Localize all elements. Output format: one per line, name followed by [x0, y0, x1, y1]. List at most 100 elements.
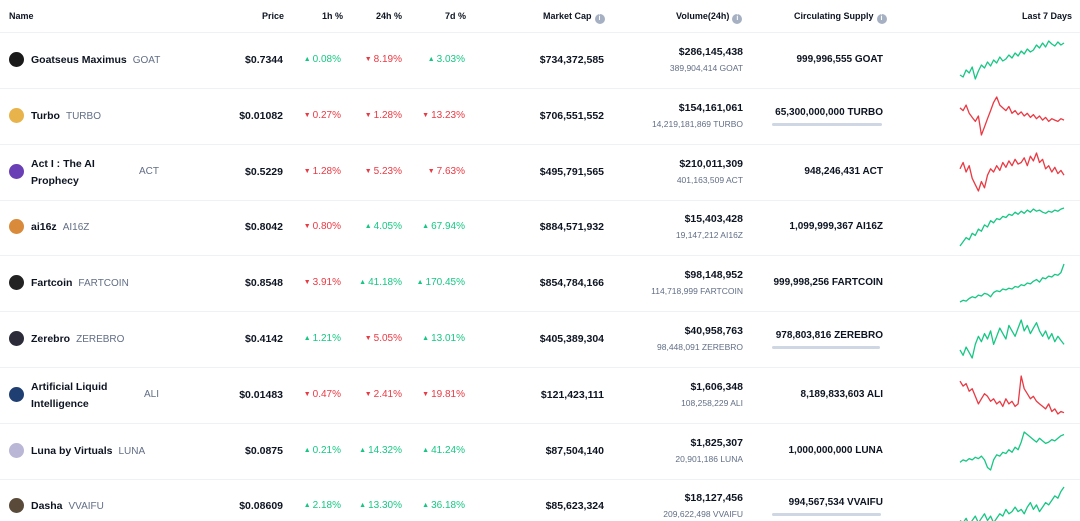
- price[interactable]: $0.7344: [245, 54, 283, 66]
- volume-coin: 20,901,186 LUNA: [675, 453, 743, 464]
- coin-symbol[interactable]: AI16Z: [62, 222, 90, 234]
- header-24h[interactable]: 24h %: [376, 11, 403, 21]
- coin-name[interactable]: Goatseus Maximus: [31, 54, 127, 66]
- sparkline-path: [959, 375, 1065, 415]
- coin-name-cell[interactable]: ai16z AI16Z: [31, 221, 89, 233]
- volume-usd[interactable]: $210,011,309: [679, 157, 743, 170]
- coin-symbol[interactable]: VVAIFU: [68, 501, 104, 513]
- sparkline-path: [959, 430, 1065, 471]
- table-row[interactable]: Turbo TURBO $0.01082 ▼ 0.27% ▼ 1.28% ▼ 13.23% $70…: [0, 89, 1080, 145]
- table-row[interactable]: ai16z AI16Z $0.8042 ▼ 0.80% ▲ 4.05% ▲ 67.94% $884…: [0, 200, 1080, 257]
- change-h24: ▲ 4.05%: [365, 221, 402, 232]
- coin-name-cell[interactable]: Goatseus Maximus GOAT: [31, 54, 160, 66]
- header-supply-label[interactable]: Circulating Supply: [794, 11, 874, 21]
- coin-symbol[interactable]: GOAT: [132, 55, 161, 66]
- price[interactable]: $0.5229: [245, 165, 283, 178]
- change-h24-value: 4.05%: [373, 221, 402, 233]
- header-volume[interactable]: Volume(24h) i: [676, 11, 743, 24]
- price[interactable]: $0.01483: [239, 388, 283, 401]
- coin-symbol[interactable]: ACT: [139, 165, 159, 177]
- header-7d[interactable]: 7d %: [445, 11, 467, 21]
- caret-up-icon: ▲: [364, 223, 372, 231]
- sparkline-7d[interactable]: [959, 151, 1065, 193]
- coin-symbol[interactable]: ZEREBRO: [76, 334, 125, 345]
- coin-name[interactable]: Fartcoin: [31, 277, 73, 290]
- coin-name-cell[interactable]: Fartcoin FARTCOIN: [31, 277, 129, 289]
- price[interactable]: $0.01082: [239, 109, 283, 122]
- coin-name-line-2[interactable]: Prophecy: [31, 174, 79, 187]
- volume-usd[interactable]: $1,825,307: [690, 436, 743, 449]
- price[interactable]: $0.0875: [245, 444, 283, 457]
- header-market-cap[interactable]: Market Cap i: [543, 11, 605, 24]
- header-market-cap-label[interactable]: Market Cap: [543, 11, 592, 21]
- change-d7-value: 67.94%: [431, 221, 465, 233]
- volume-usd[interactable]: $154,161,061: [678, 101, 743, 114]
- coin-name-line-2[interactable]: Intelligence: [31, 397, 89, 410]
- change-h24: ▼ 1.28%: [365, 110, 402, 121]
- coin-name[interactable]: Turbo: [31, 109, 60, 122]
- change-d7: ▲ 3.03%: [428, 54, 465, 65]
- sparkline-7d[interactable]: [959, 262, 1065, 304]
- coin-name-cell[interactable]: Zerebro ZEREBRO: [31, 333, 124, 345]
- change-h24-value: 41.18%: [368, 277, 402, 289]
- header-1h[interactable]: 1h %: [322, 11, 344, 21]
- price[interactable]: $0.8042: [245, 221, 283, 234]
- coin-name[interactable]: Zerebro: [31, 333, 71, 345]
- volume-usd[interactable]: $98,148,952: [684, 269, 743, 282]
- volume-usd[interactable]: $18,127,456: [684, 492, 743, 505]
- change-h24-value: 1.28%: [373, 109, 402, 121]
- supply-progress-bar: [772, 122, 882, 126]
- sparkline-7d[interactable]: [959, 39, 1065, 81]
- table-row[interactable]: Dasha VVAIFU $0.08609 ▲ 2.18% ▲ 13.30% ▲ 36.18% $…: [0, 479, 1080, 521]
- change-d7: ▲ 41.24%: [422, 445, 465, 456]
- sparkline-7d[interactable]: [959, 95, 1065, 137]
- info-icon[interactable]: i: [594, 14, 605, 24]
- header-price[interactable]: Price: [262, 11, 285, 21]
- coin-name-line-1[interactable]: Artificial Liquid: [31, 380, 108, 393]
- price[interactable]: $0.8548: [245, 277, 283, 290]
- price[interactable]: $0.08609: [239, 500, 283, 513]
- header-supply[interactable]: Circulating Supply i: [794, 11, 887, 24]
- volume-usd[interactable]: $40,958,763: [684, 325, 743, 337]
- table-row[interactable]: Goatseus Maximus GOAT $0.7344 ▲ 0.08% ▼ 8.19% ▲…: [0, 33, 1080, 89]
- header-name[interactable]: Name: [9, 11, 34, 21]
- coin-symbol[interactable]: LUNA: [118, 445, 146, 457]
- sparkline-7d[interactable]: [959, 485, 1065, 521]
- coin-name-line-1[interactable]: Act I : The AI: [31, 157, 95, 170]
- sparkline-7d[interactable]: [959, 318, 1065, 360]
- coin-name-cell[interactable]: Luna by Virtuals LUNA: [31, 445, 145, 457]
- sparkline-path: [959, 207, 1065, 247]
- price[interactable]: $0.4142: [245, 333, 283, 345]
- coin-name-cell[interactable]: Turbo TURBO: [31, 110, 101, 122]
- coin-name-cell[interactable]: Dasha VVAIFU: [31, 500, 104, 512]
- coin-symbol[interactable]: TURBO: [65, 110, 101, 122]
- table-row[interactable]: Luna by Virtuals LUNA $0.0875 ▲ 0.21% ▲ 14.32%…: [0, 424, 1080, 480]
- coin-name[interactable]: Luna by Virtuals: [31, 444, 113, 457]
- sparkline-7d[interactable]: [959, 374, 1065, 416]
- sparkline-7d[interactable]: [959, 206, 1065, 248]
- sparkline-7d[interactable]: [959, 430, 1065, 472]
- table-row[interactable]: Act I : The AI Prophecy ACT $0.5229 ▼ 1.28% ▼ 5…: [0, 145, 1080, 201]
- caret-up-icon: ▲: [422, 223, 430, 231]
- header-volume-label[interactable]: Volume(24h): [676, 11, 730, 21]
- table-row[interactable]: Fartcoin FARTCOIN $0.8548 ▼ 3.91% ▲ 41.18% ▲ 170…: [0, 256, 1080, 313]
- caret-down-icon: ▼: [303, 223, 311, 231]
- coin-symbol[interactable]: ALI: [144, 388, 160, 400]
- volume-usd[interactable]: $1,606,348: [690, 380, 743, 393]
- volume-usd[interactable]: $286,145,438: [678, 46, 743, 58]
- coin-symbol[interactable]: FARTCOIN: [78, 278, 129, 290]
- coin-name[interactable]: Dasha: [31, 500, 63, 513]
- change-h1: ▼ 1.28%: [304, 166, 341, 177]
- info-icon[interactable]: i: [732, 14, 743, 24]
- table-row[interactable]: Zerebro ZEREBRO $0.4142 ▲ 1.21% ▼ 5.05% ▲ 13.01%…: [0, 312, 1080, 368]
- table-row[interactable]: Artificial Liquid Intelligence ALI $0.01483…: [0, 368, 1080, 424]
- coin-name[interactable]: ai16z: [31, 221, 57, 234]
- change-d7-value: 3.03%: [436, 54, 465, 65]
- info-icon[interactable]: i: [876, 14, 887, 24]
- caret-up-icon: ▲: [422, 335, 430, 342]
- change-h1-value: 0.80%: [312, 221, 341, 233]
- caret-down-icon: ▼: [303, 390, 311, 398]
- change-h24: ▼ 8.19%: [365, 54, 402, 65]
- volume-usd[interactable]: $15,403,428: [684, 213, 743, 226]
- volume-coin: 209,622,498 VVAIFU: [663, 509, 743, 520]
